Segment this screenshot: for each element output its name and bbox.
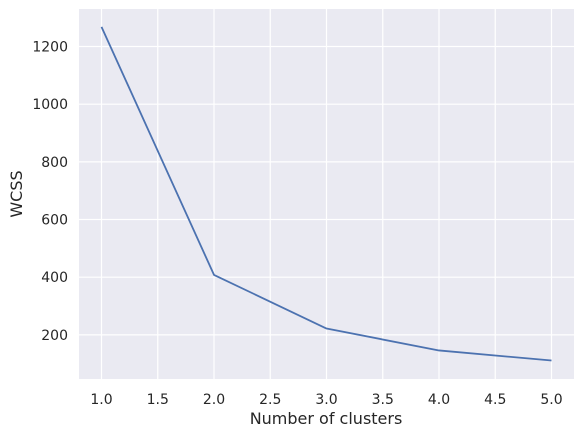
series-line [100, 26, 552, 362]
x-tick-label: 3.5 [372, 392, 394, 408]
y-tick-label: 1200 [32, 39, 68, 55]
series-layer [100, 26, 552, 362]
x-tick-label: 5.0 [540, 392, 562, 408]
x-tick-label: 1.5 [147, 392, 169, 408]
x-tick-label: 3.0 [315, 392, 337, 408]
x-tick-label: 1.0 [90, 392, 112, 408]
y-tick-label: 200 [41, 328, 68, 344]
y-tick-label: 600 [41, 213, 68, 229]
y-tick-labels: 200 400 600 800 1000 1200 [32, 39, 68, 343]
x-tick-label: 2.5 [259, 392, 281, 408]
gridlines [79, 9, 574, 379]
x-tick-label: 4.0 [428, 392, 450, 408]
y-tick-label: 800 [41, 155, 68, 171]
y-tick-label: 400 [41, 270, 68, 286]
y-tick-label: 1000 [32, 97, 68, 113]
x-tick-labels: 1.0 1.5 2.0 2.5 3.0 3.5 4.0 4.5 5.0 [90, 392, 562, 408]
y-axis-label: WCSS [7, 170, 26, 217]
x-tick-label: 4.5 [484, 392, 506, 408]
x-tick-label: 2.0 [203, 392, 225, 408]
x-axis-label: Number of clusters [250, 409, 403, 428]
